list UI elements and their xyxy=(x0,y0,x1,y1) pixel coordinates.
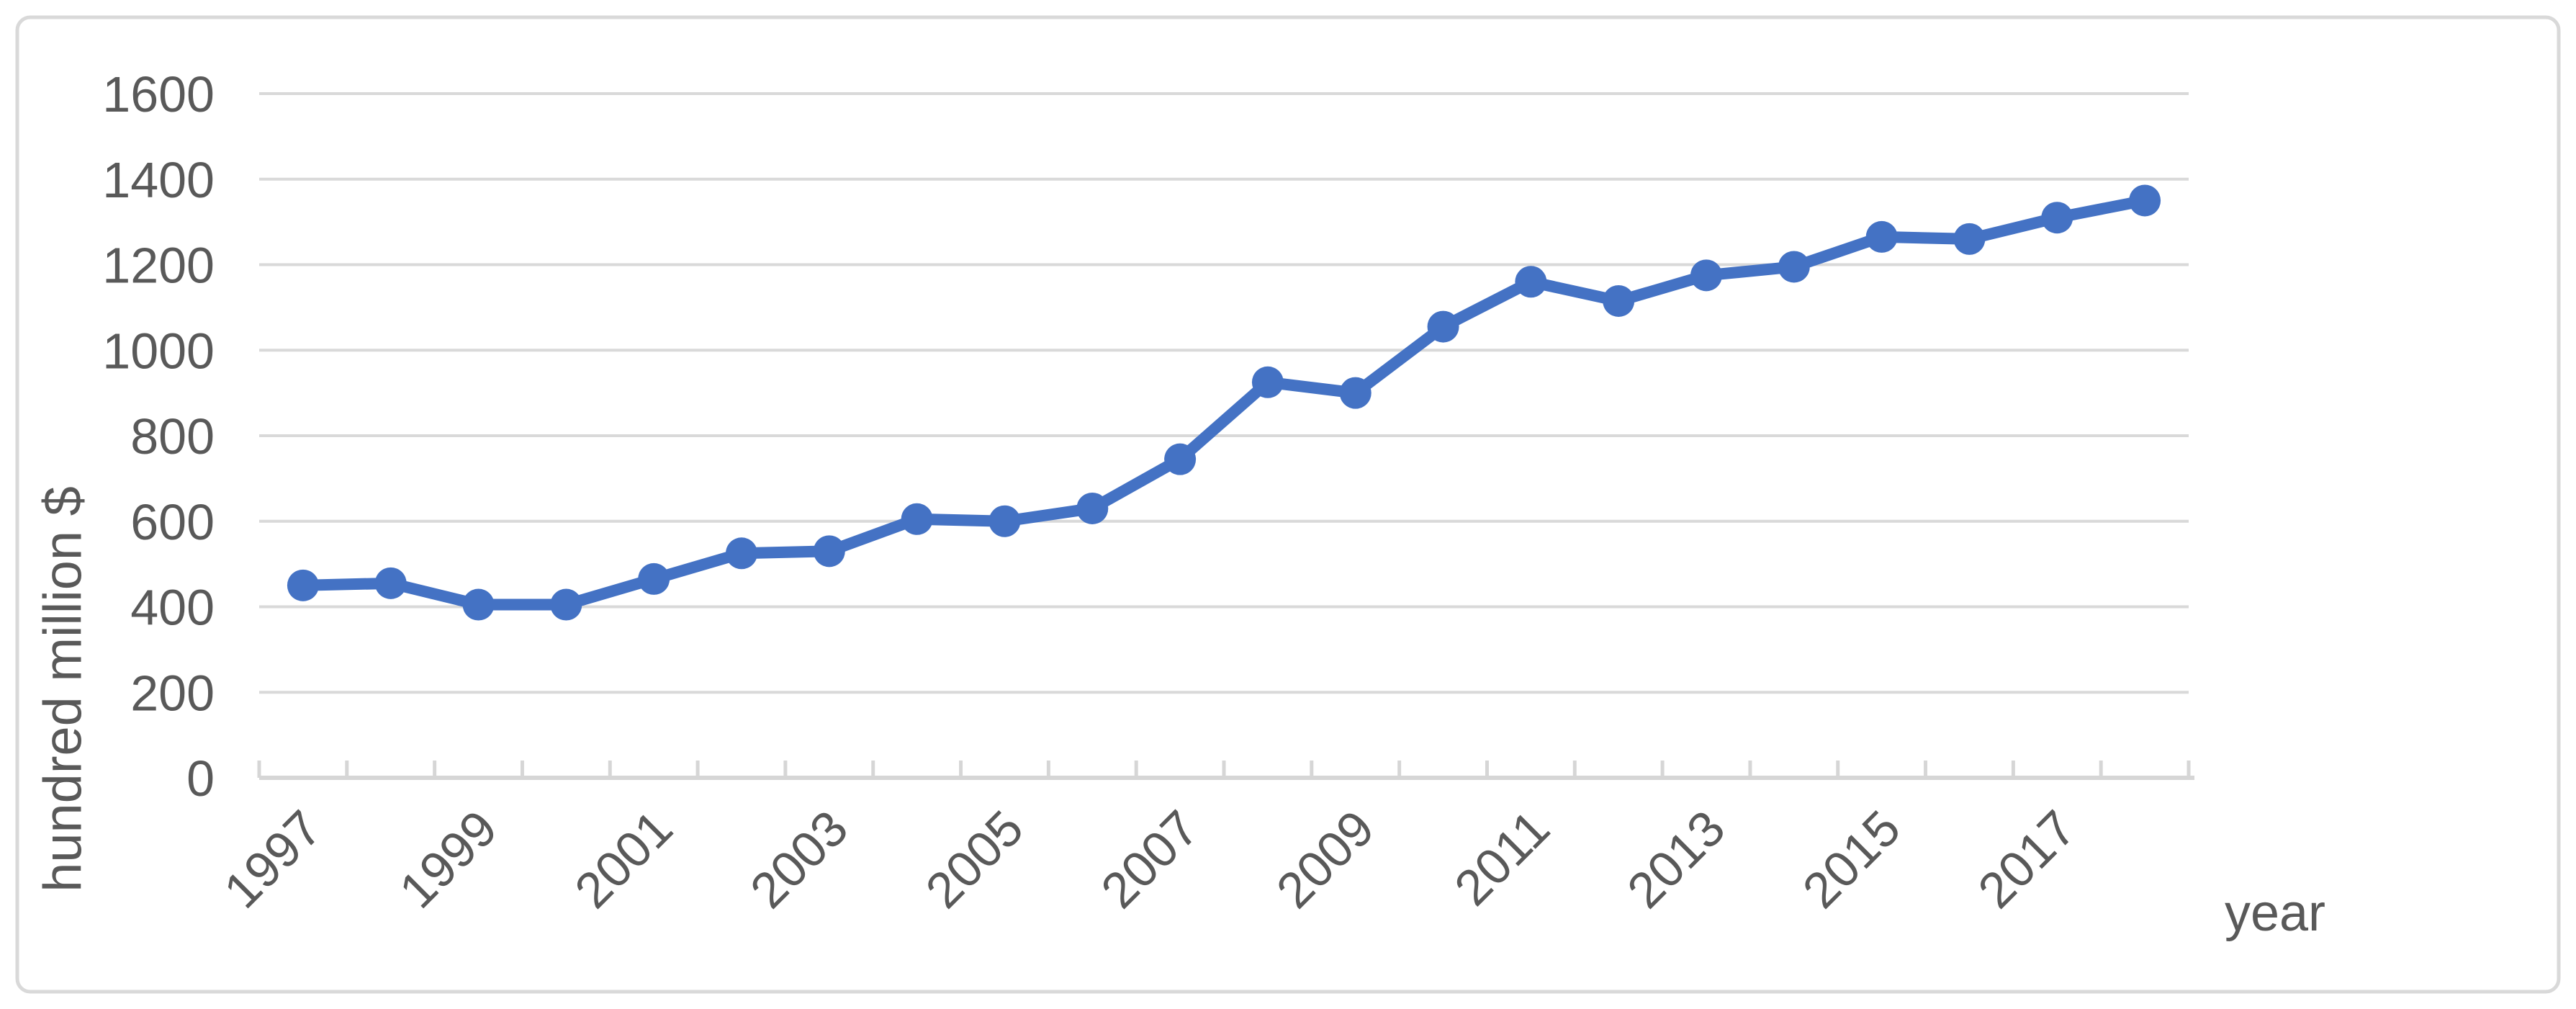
x-axis-tick-label: 2007 xyxy=(1090,799,1209,918)
x-axis-tick-label: 1999 xyxy=(389,799,508,918)
y-axis-tick-label: 0 xyxy=(186,750,215,807)
data-point xyxy=(988,505,1021,537)
y-axis-tick-label: 600 xyxy=(130,494,215,550)
chart-border xyxy=(15,15,2561,994)
x-axis-tick-label: 1997 xyxy=(213,799,332,918)
y-axis-tick-label: 1000 xyxy=(102,323,215,379)
data-point xyxy=(901,503,933,535)
x-axis-tick-label: 2009 xyxy=(1266,799,1384,918)
y-axis-tick-label: 200 xyxy=(130,665,215,721)
data-point xyxy=(638,562,670,595)
y-axis-tick-label: 1400 xyxy=(102,152,215,208)
x-axis-tick-label: 2017 xyxy=(1968,799,2086,918)
data-point xyxy=(2129,184,2161,217)
data-point xyxy=(1953,223,1986,255)
data-point xyxy=(726,537,757,570)
x-axis-tick-label: 2003 xyxy=(739,799,858,918)
x-axis-tick-label: 2005 xyxy=(915,799,1034,918)
data-point xyxy=(1427,310,1459,343)
data-point xyxy=(550,588,582,621)
data-point xyxy=(1778,251,1810,283)
data-point xyxy=(1251,366,1284,398)
x-axis-tick-label: 2011 xyxy=(1444,799,1560,916)
data-point xyxy=(2041,202,2073,234)
data-point xyxy=(462,588,495,621)
data-point xyxy=(1603,284,1635,317)
x-axis-tick-label: 2015 xyxy=(1792,799,1911,918)
y-axis-tick-label: 1200 xyxy=(102,238,215,294)
data-point xyxy=(1515,266,1547,298)
x-axis-tick-label: 2013 xyxy=(1616,799,1735,918)
y-axis-tick-label: 400 xyxy=(130,580,215,636)
data-point xyxy=(1865,220,1898,253)
data-point xyxy=(1339,377,1372,409)
y-axis-tick-label: 1600 xyxy=(102,66,215,122)
data-point xyxy=(287,569,319,601)
y-axis-title: hundred million $ xyxy=(32,486,93,892)
x-axis-title: year xyxy=(2224,884,2326,942)
data-point xyxy=(1164,443,1197,475)
data-line xyxy=(297,194,2151,611)
data-point xyxy=(1690,259,1722,292)
y-axis-tick-label: 800 xyxy=(130,408,215,465)
data-point xyxy=(1076,492,1109,524)
data-point xyxy=(813,535,845,568)
x-axis-tick-label: 2001 xyxy=(564,799,683,918)
data-point xyxy=(374,567,407,599)
